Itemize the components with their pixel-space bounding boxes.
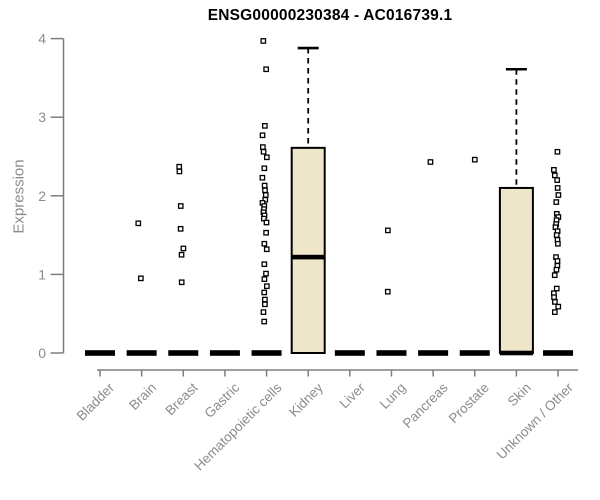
y-tick-label: 3 <box>38 109 46 125</box>
collapsed-box <box>251 350 282 356</box>
jitter-point <box>261 240 268 247</box>
collapsed-box <box>126 350 157 356</box>
jitter-point <box>260 144 266 150</box>
jitter-point <box>553 285 560 292</box>
jitter-point <box>263 229 269 236</box>
jitter-point <box>261 165 268 172</box>
median-line <box>291 254 325 260</box>
jitter-point <box>260 309 267 315</box>
collapsed-box <box>168 350 199 356</box>
jitter-point <box>261 182 268 189</box>
jitter-point <box>261 122 268 129</box>
chart-title: ENSG00000230384 - AC016739.1 <box>207 7 453 24</box>
y-tick-label: 1 <box>38 266 46 282</box>
jitter-point <box>384 288 391 295</box>
jitter-point <box>427 159 434 165</box>
jitter-point <box>178 251 185 258</box>
jitter-point <box>554 177 561 183</box>
jitter-point <box>555 240 561 247</box>
jitter-point <box>263 219 270 226</box>
jitter-point <box>263 66 270 73</box>
jitter-point <box>261 318 268 325</box>
jitter-point <box>176 163 183 170</box>
jitter-point <box>260 148 267 155</box>
jitter-point <box>259 132 266 139</box>
jitter-point <box>554 185 561 191</box>
jitter-point <box>262 187 268 194</box>
jitter-point <box>178 279 185 286</box>
jitter-point <box>180 245 187 252</box>
jitter-point <box>551 294 557 301</box>
jitter-point <box>384 227 391 234</box>
jitter-point <box>176 168 183 175</box>
jitter-point <box>177 203 184 209</box>
collapsed-box <box>334 350 365 356</box>
jitter-point <box>135 220 142 227</box>
jitter-point <box>263 270 269 277</box>
y-tick-label: 4 <box>38 31 46 47</box>
collapsed-box <box>543 350 574 356</box>
jitter-point <box>262 301 268 308</box>
jitter-point <box>471 156 478 163</box>
box <box>290 146 326 354</box>
jitter-point <box>263 283 270 290</box>
jitter-point <box>177 225 184 232</box>
y-tick-label: 2 <box>38 188 46 204</box>
jitter-point <box>551 309 558 315</box>
y-tick-label: 0 <box>38 345 46 361</box>
median-line <box>499 350 533 356</box>
jitter-point <box>555 303 562 310</box>
jitter-point <box>553 232 560 238</box>
jitter-point <box>261 276 268 282</box>
box <box>498 186 534 354</box>
jitter-point <box>553 266 560 273</box>
jitter-point <box>262 296 268 303</box>
collapsed-box <box>418 350 449 356</box>
jitter-point <box>551 272 558 279</box>
jitter-point <box>262 192 269 198</box>
collapsed-box <box>459 350 490 356</box>
jitter-point <box>554 148 561 155</box>
jitter-point <box>261 261 268 268</box>
jitter-point <box>261 289 268 296</box>
collapsed-box <box>85 350 115 356</box>
jitter-point <box>552 299 558 305</box>
jitter-point <box>553 199 560 205</box>
jitter-point <box>263 154 270 161</box>
jitter-point <box>551 167 557 173</box>
jitter-point <box>260 38 267 44</box>
jitter-point <box>551 172 558 179</box>
collapsed-box <box>209 350 240 356</box>
collapsed-box <box>376 350 407 356</box>
jitter-point <box>554 258 561 264</box>
jitter-point <box>137 275 144 282</box>
jitter-point <box>555 192 562 198</box>
jitter-point <box>263 246 270 253</box>
jitter-point <box>259 174 266 181</box>
